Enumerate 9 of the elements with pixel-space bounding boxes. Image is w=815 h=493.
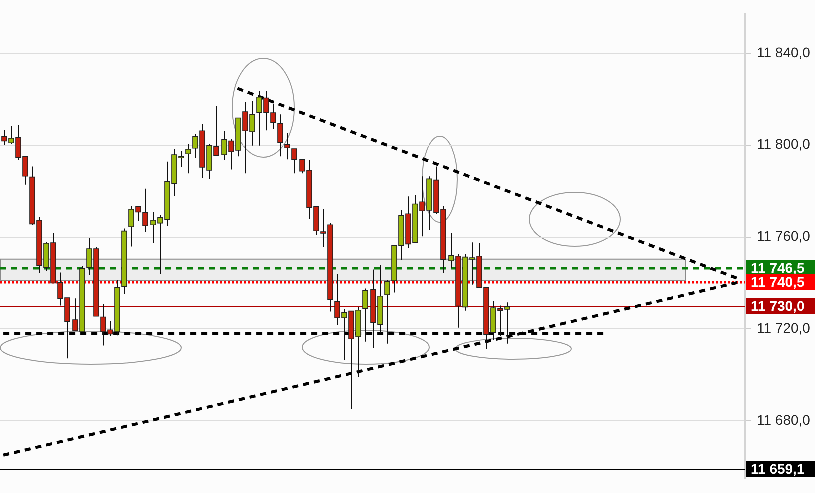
ref-line-label: 11 740,5 [751,274,805,290]
y-tick-label: 11 720,0 [757,320,811,336]
ref-line-label: 11 746,5 [751,260,805,276]
y-tick-label: 11 680,0 [757,412,811,428]
y-tick-label: 11 840,0 [757,44,811,60]
y-tick-label: 11 760,0 [757,228,811,244]
ref-line-label: 11 659,1 [751,461,805,478]
y-tick-label: 11 800,0 [757,136,811,152]
ref-line-label: 11 730,0 [751,298,805,314]
